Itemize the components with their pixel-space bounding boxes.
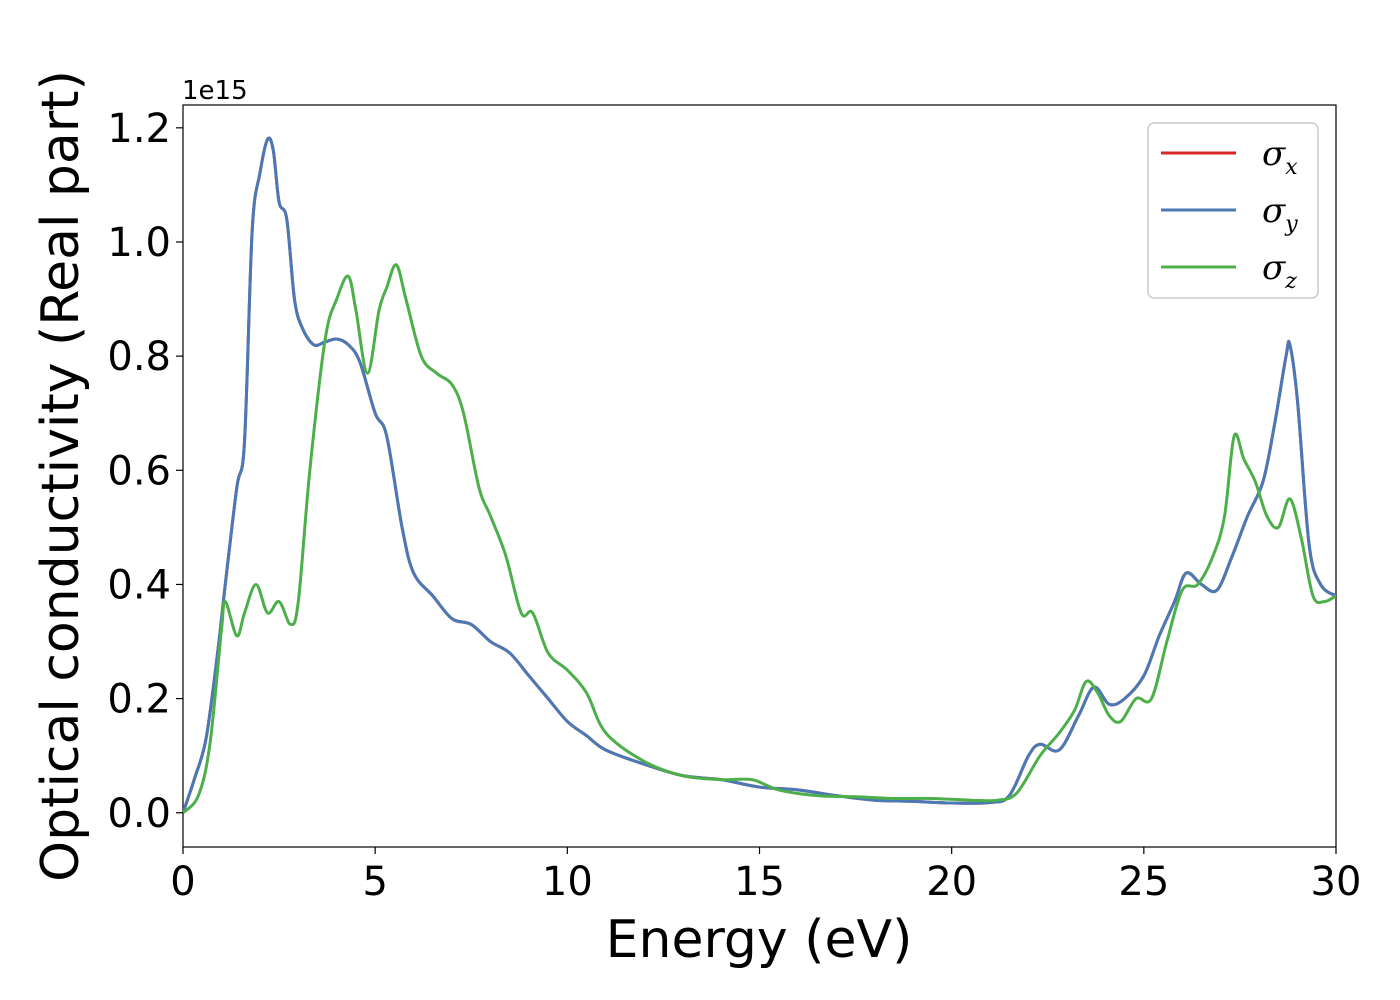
y-offset-label: 1e15 xyxy=(182,76,248,106)
x-tick-label: 15 xyxy=(734,859,785,905)
y-tick-label: 1.2 xyxy=(107,106,171,152)
y-tick-label: 1.0 xyxy=(107,220,171,266)
y-tick-label: 0.6 xyxy=(107,448,171,494)
series-line-z xyxy=(183,263,1336,814)
series-layer xyxy=(183,136,1336,814)
y-tick-label: 0.2 xyxy=(107,677,171,723)
y-tick-label: 0.8 xyxy=(107,334,171,380)
x-tick-label: 20 xyxy=(926,859,977,905)
x-tick-label: 5 xyxy=(362,859,387,905)
y-axis-label: Optical conductivity (Real part) xyxy=(31,70,91,882)
x-tick-label: 0 xyxy=(170,859,195,905)
x-tick-label: 30 xyxy=(1311,859,1362,905)
series-line-y xyxy=(183,136,1336,814)
y-tick-label: 0.4 xyxy=(107,562,171,608)
x-axis-ticks: 0 5 10 15 20 25 30 xyxy=(170,847,1361,905)
y-axis-ticks: 0.0 0.2 0.4 0.6 0.8 1.0 1.2 xyxy=(107,106,183,837)
x-axis-label: Energy (eV) xyxy=(606,910,913,970)
plot-frame xyxy=(182,104,1337,848)
x-tick-label: 10 xyxy=(542,859,593,905)
x-tick-label: 25 xyxy=(1118,859,1169,905)
y-tick-label: 0.0 xyxy=(107,791,171,837)
